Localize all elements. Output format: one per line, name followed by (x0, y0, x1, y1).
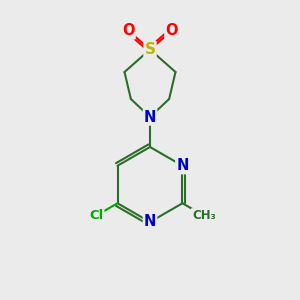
Text: O: O (122, 23, 135, 38)
Text: CH₃: CH₃ (192, 209, 216, 222)
Text: Cl: Cl (89, 209, 103, 222)
Text: S: S (145, 42, 155, 57)
Text: N: N (144, 214, 156, 230)
Text: N: N (176, 158, 189, 173)
Text: N: N (144, 110, 156, 124)
Text: O: O (165, 23, 178, 38)
